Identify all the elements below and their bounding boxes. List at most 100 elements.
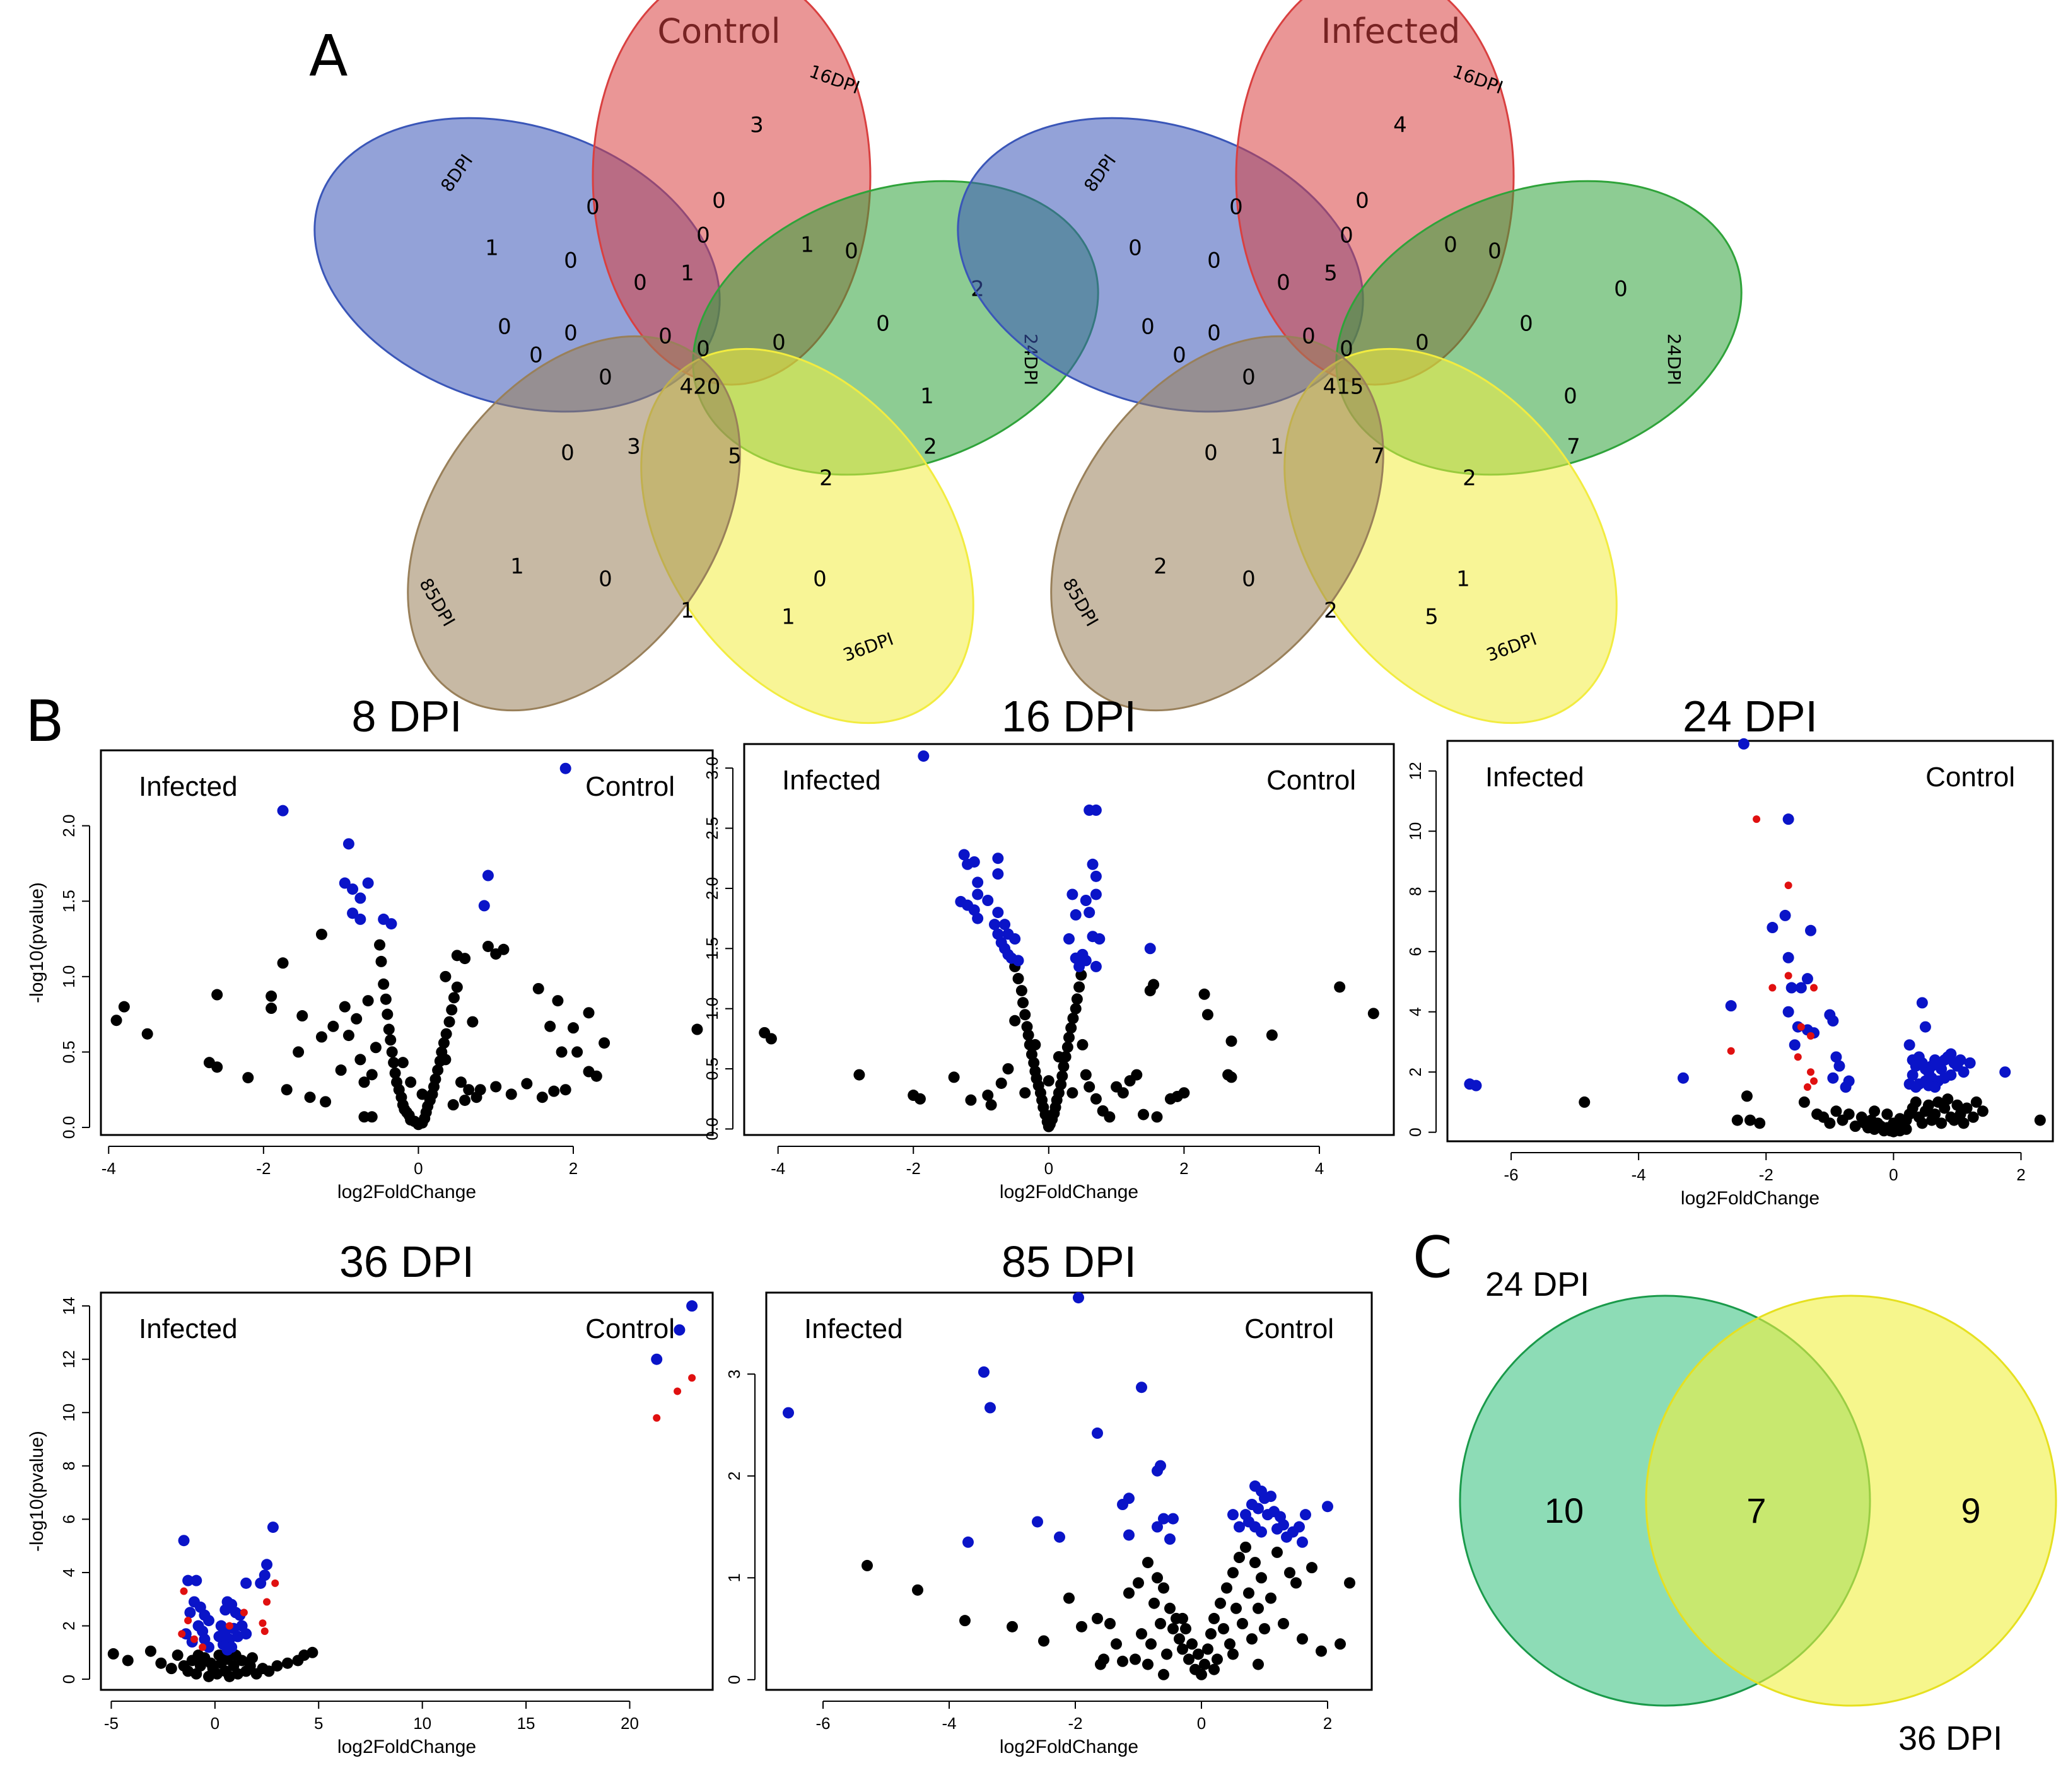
point-not-significant: [521, 1078, 533, 1090]
point-significant: [213, 1631, 225, 1643]
point-not-significant: [1104, 1618, 1116, 1629]
point-not-significant: [765, 1033, 777, 1045]
point-not-significant: [1002, 1063, 1014, 1075]
point-not-significant: [1227, 1567, 1239, 1579]
venn5-region-count: 3: [750, 113, 764, 138]
point-significant: [783, 1407, 794, 1419]
point-not-significant: [1367, 1008, 1379, 1020]
panel-label-b: B: [25, 689, 64, 755]
x-tick-label: -2: [256, 1159, 271, 1178]
x-axis-label: log2FoldChange: [337, 1737, 476, 1757]
point-not-significant: [853, 1069, 865, 1081]
point-significant: [1092, 1427, 1103, 1439]
point-not-significant: [552, 995, 564, 1007]
point-adjusted: [184, 1617, 192, 1625]
y-tick-label: 1.5: [703, 937, 721, 960]
point-not-significant: [498, 943, 510, 955]
y-tick-label: 2: [725, 1472, 744, 1481]
venn5-region-count: 0: [1229, 195, 1243, 220]
y-axis-label: -log10(pvalue): [26, 882, 47, 1003]
point-not-significant: [1221, 1582, 1232, 1594]
point-not-significant: [1133, 1577, 1144, 1589]
point-not-significant: [1065, 1022, 1077, 1034]
plot-frame: [100, 749, 714, 1136]
point-not-significant: [1158, 1668, 1169, 1680]
point-significant: [1066, 888, 1078, 900]
corner-label-control: Control: [1266, 765, 1356, 796]
point-not-significant: [1225, 1035, 1237, 1047]
point-significant: [178, 1535, 190, 1547]
venn5-region-count: 1: [510, 554, 524, 579]
point-not-significant: [544, 1020, 556, 1032]
point-not-significant: [1830, 1105, 1842, 1117]
point-significant: [1152, 1465, 1163, 1477]
point-significant: [1801, 973, 1813, 985]
point-not-significant: [1243, 1587, 1254, 1599]
point-significant: [1167, 1513, 1179, 1525]
venn5-region-count: 1: [800, 233, 814, 258]
point-not-significant: [389, 1067, 401, 1079]
venn2-label-24dpi: 24 DPI: [1485, 1265, 1589, 1303]
y-tick-label: 0.5: [59, 1040, 78, 1063]
point-not-significant: [1117, 1655, 1128, 1667]
point-not-significant: [304, 1091, 316, 1103]
venn5-region-count: 0: [1242, 567, 1256, 592]
point-significant: [1094, 933, 1106, 945]
point-significant: [202, 1641, 214, 1653]
venn5-region-count: 0: [586, 195, 600, 220]
venn5-region-count: 5: [728, 444, 742, 469]
point-not-significant: [1145, 1638, 1157, 1650]
point-significant: [1227, 1509, 1239, 1521]
y-tick-label: 1.0: [703, 998, 721, 1020]
point-not-significant: [144, 1645, 156, 1657]
point-significant: [1073, 960, 1085, 972]
point-not-significant: [1053, 1051, 1065, 1062]
point-significant: [261, 1559, 273, 1571]
point-not-significant: [277, 957, 289, 969]
point-adjusted: [1768, 984, 1777, 992]
point-not-significant: [567, 1022, 579, 1034]
point-adjusted: [1803, 1083, 1811, 1091]
point-not-significant: [271, 1660, 283, 1672]
volcano-8dpi: 8 DPI Infected Control -4 -2 0 2 log2FoldChange…: [26, 692, 714, 1202]
point-significant: [1945, 1069, 1957, 1081]
point-significant: [342, 838, 354, 850]
point-not-significant: [599, 1037, 610, 1049]
point-significant: [1470, 1079, 1482, 1091]
venn5-region-count: 0: [1128, 236, 1142, 261]
point-significant: [962, 1536, 974, 1548]
point-not-significant: [1071, 993, 1083, 1005]
point-not-significant: [1186, 1638, 1198, 1650]
point-not-significant: [1117, 1087, 1129, 1099]
point-not-significant: [315, 1031, 327, 1043]
venn5-region-count: 0: [1519, 311, 1533, 337]
point-not-significant: [1579, 1096, 1591, 1108]
x-tick-label: 15: [517, 1714, 535, 1733]
point-not-significant: [1123, 1587, 1135, 1599]
point-not-significant: [1936, 1117, 1948, 1129]
point-not-significant: [1022, 1029, 1034, 1041]
point-not-significant: [296, 1010, 308, 1022]
x-axis-label: log2FoldChange: [1000, 1737, 1138, 1757]
plot-frame: [743, 743, 1395, 1136]
point-adjusted: [199, 1643, 207, 1651]
y-tick-label: 8: [59, 1462, 78, 1470]
point-not-significant: [1265, 1592, 1276, 1604]
point-not-significant: [155, 1657, 167, 1669]
point-not-significant: [1155, 1618, 1166, 1629]
point-significant: [1256, 1526, 1267, 1538]
point-not-significant: [440, 1054, 452, 1066]
point-not-significant: [1077, 1039, 1089, 1050]
point-not-significant: [281, 1084, 293, 1096]
y-tick-label: 4: [59, 1568, 78, 1577]
point-not-significant: [451, 981, 463, 993]
point-not-significant: [1271, 1546, 1283, 1558]
venn2-24-36dpi: 24 DPI 36 DPI 10 7 9: [1459, 1265, 2057, 1757]
point-not-significant: [1196, 1668, 1207, 1680]
point-significant: [1936, 1063, 1948, 1075]
point-not-significant: [165, 1663, 177, 1675]
point-significant: [1164, 1533, 1176, 1545]
point-significant: [478, 900, 490, 912]
plot-title: 85 DPI: [1002, 1237, 1136, 1286]
point-not-significant: [995, 1077, 1007, 1089]
